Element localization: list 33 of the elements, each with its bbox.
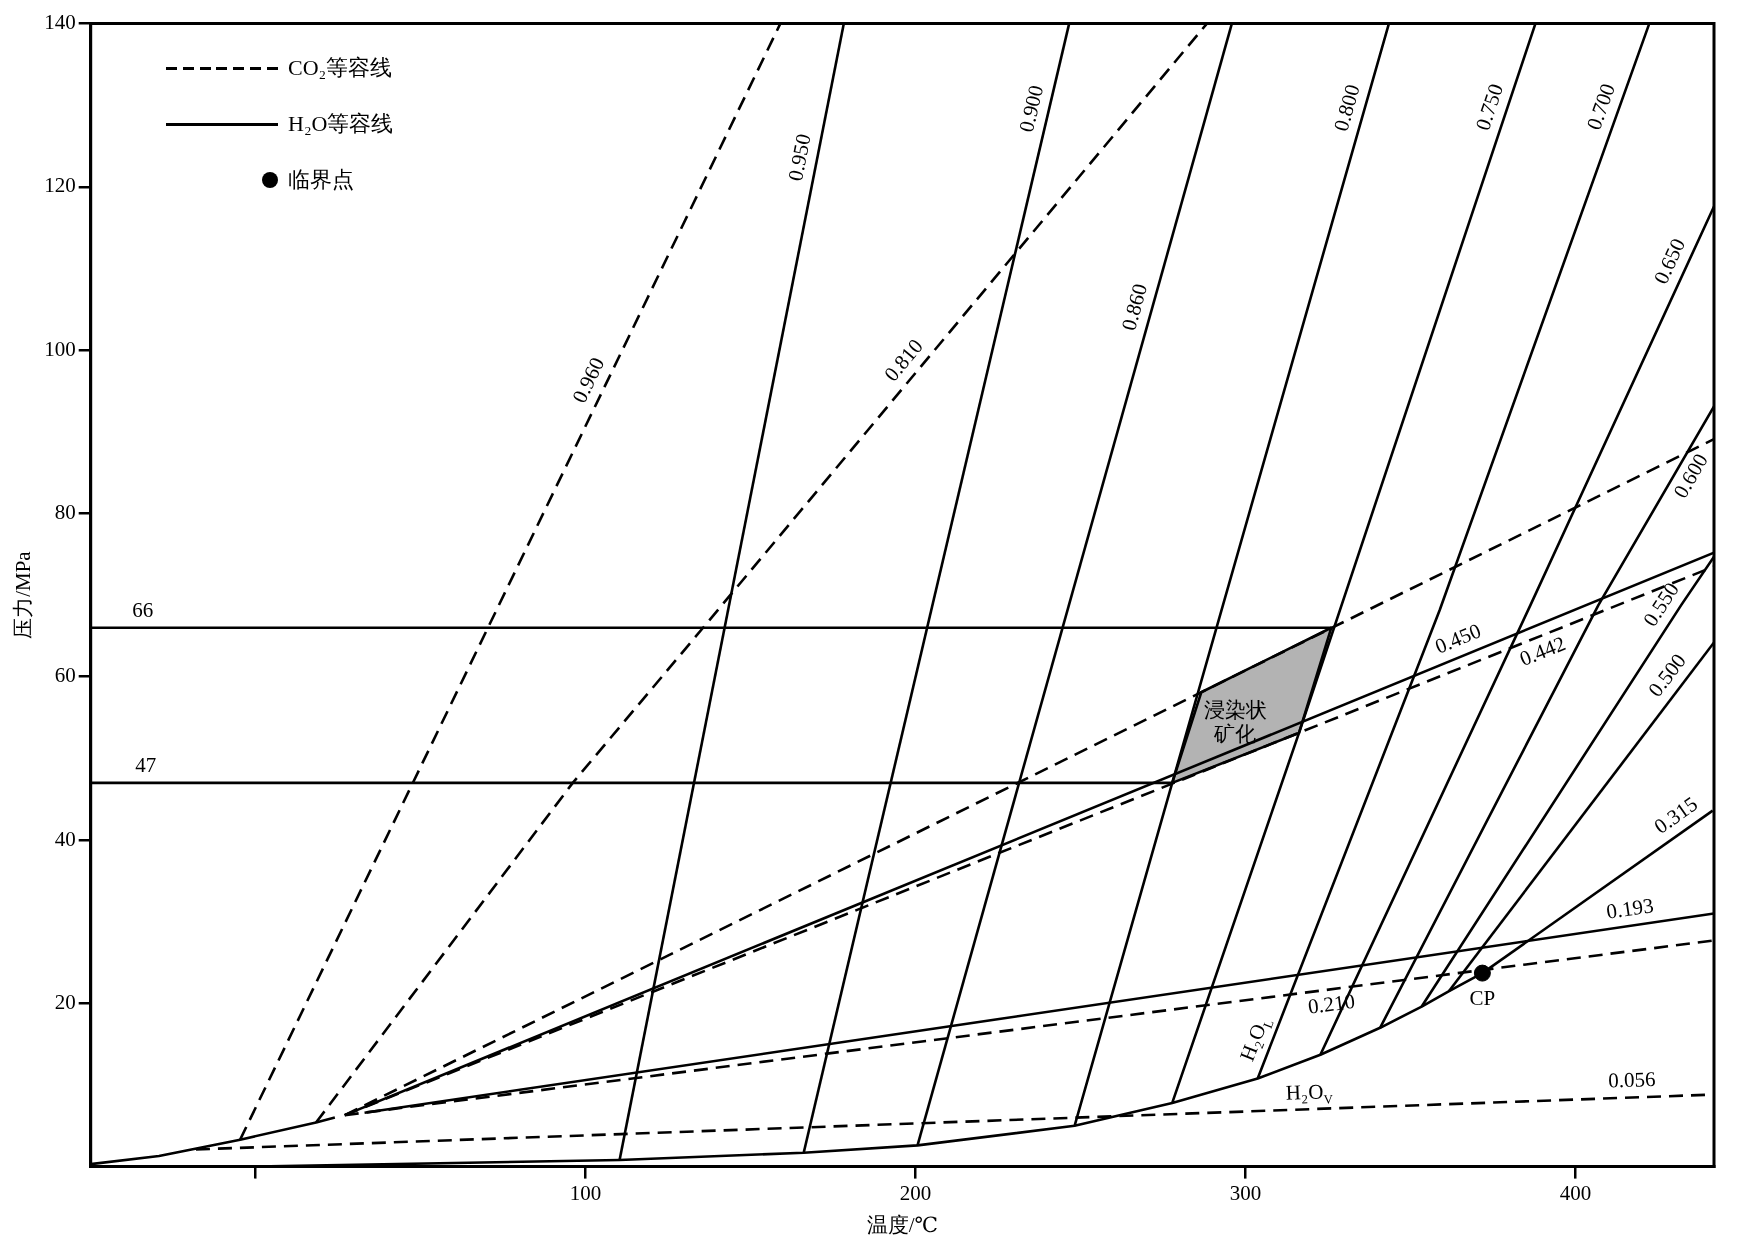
x-tick-label: 400 [1559, 1180, 1592, 1205]
annotation: 0.193 [1604, 893, 1656, 924]
annotation: 0.700 [1581, 80, 1621, 133]
annotation: H₂OL [1234, 1017, 1277, 1065]
legend-label: 临界点 [288, 166, 354, 194]
y-axis-title: 压力/MPa [11, 550, 36, 639]
x-tick-label: 100 [569, 1180, 602, 1205]
legend-label: CO₂等容线 [288, 54, 393, 82]
legend-label: H₂O等容线 [288, 110, 394, 138]
annotation: 66 [132, 598, 154, 623]
y-tick-label: 80 [54, 499, 76, 524]
annotation: 0.800 [1328, 81, 1365, 134]
y-tick-label: 120 [44, 173, 76, 198]
annotation: 0.950 [783, 131, 816, 183]
x-axis-title: 温度/℃ [866, 1212, 939, 1237]
y-tick-label: 40 [54, 826, 76, 851]
annotation: 0.960 [567, 353, 610, 407]
x-tick-label: 200 [899, 1180, 932, 1205]
annotation: 0.860 [1116, 281, 1153, 334]
y-tick-label: 60 [54, 663, 76, 688]
annotation: 0.750 [1470, 80, 1509, 134]
annotation: 0.442 [1516, 631, 1569, 671]
annotation: 0.056 [1607, 1066, 1656, 1093]
y-tick-label: 100 [44, 336, 76, 361]
x-tick-label: 300 [1229, 1180, 1262, 1205]
annotation: 0.900 [1014, 82, 1049, 135]
y-tick-label: 20 [54, 989, 76, 1014]
annotation: 0.450 [1431, 618, 1485, 659]
y-tick-label: 140 [44, 10, 76, 35]
annotation: CP [1469, 985, 1496, 1010]
annotation: H₂OV [1285, 1079, 1334, 1107]
annotation: 47 [135, 753, 157, 778]
annotation: 0.650 [1648, 234, 1691, 288]
